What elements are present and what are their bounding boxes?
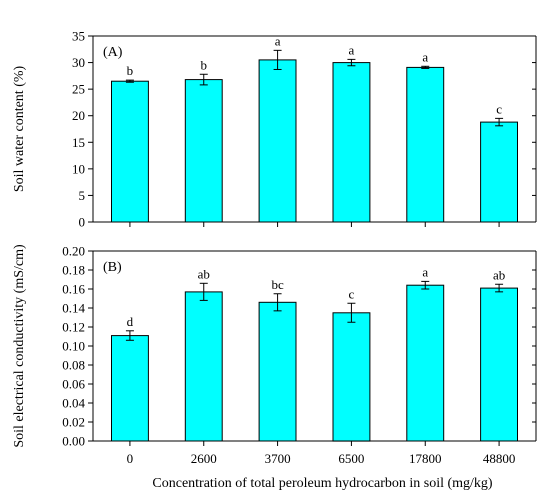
x-tick-label: 6500 [338,451,364,466]
x-tick-label: 17800 [409,451,442,466]
significance-letter: a [349,42,355,57]
y-tick-label: 0.12 [62,320,85,335]
x-tick-label: 48800 [483,451,516,466]
y-axis-label: Soil water content (%) [12,65,27,192]
y-tick-label: 0.06 [62,377,85,392]
panel-label: (B) [103,260,122,275]
bar [258,59,297,223]
bar [184,79,223,223]
y-tick-label: 35 [72,29,85,44]
x-tick-label: 3700 [265,451,291,466]
y-tick-label: 0.08 [62,358,85,373]
bar [480,287,519,442]
x-axis-label: Concentration of total peroleum hydrocar… [152,476,493,491]
panel-b: d ab bc c a ab 0.00 0.02 0.04 0.06 0.08 0.10 0.12 0.1… [12,244,537,491]
bar [332,62,371,223]
y-tick-label: 0.00 [62,434,85,449]
significance-letter: c [349,286,355,301]
significance-letter: b [201,57,208,72]
significance-letter: a [422,264,428,279]
y-tick-label: 30 [72,55,85,70]
panel-label: (A) [103,45,123,60]
y-tick-label: 0.18 [62,263,85,278]
y-tick-label: 0.04 [62,396,85,411]
y-tick-label: 0.16 [62,282,85,297]
significance-letter: d [127,314,134,329]
y-tick-label: 0.20 [62,244,85,259]
bar [332,312,371,442]
x-tick-label: 0 [127,451,134,466]
y-axis-label: Soil electrical conductivity (mS/cm) [12,244,27,448]
bar [406,66,445,223]
panel-a: b b a a a c 0 5 10 15 20 25 30 35 (A) Soil water conten… [12,29,537,230]
y-tick-label: 0.10 [62,339,85,354]
significance-letter: c [496,101,502,116]
significance-letter: bc [271,277,284,292]
y-tick-label: 0.02 [62,415,85,430]
bar [406,284,445,442]
y-tick-label: 0.14 [62,301,85,316]
x-tick-label: 2600 [191,451,217,466]
significance-letter: a [422,49,428,64]
y-tick-label: 10 [72,161,85,176]
significance-letter: a [275,33,281,48]
bar [111,80,149,223]
bar [111,335,149,442]
significance-letter: b [127,63,134,78]
y-tick-label: 5 [79,188,86,203]
significance-letter: ab [198,266,210,281]
y-tick-label: 0 [79,215,86,230]
bar [480,121,519,223]
y-tick-label: 25 [72,82,85,97]
significance-letter: ab [493,267,505,282]
bar [258,301,297,442]
bar [184,291,223,442]
y-tick-label: 20 [72,108,85,123]
y-tick-label: 15 [72,135,85,150]
